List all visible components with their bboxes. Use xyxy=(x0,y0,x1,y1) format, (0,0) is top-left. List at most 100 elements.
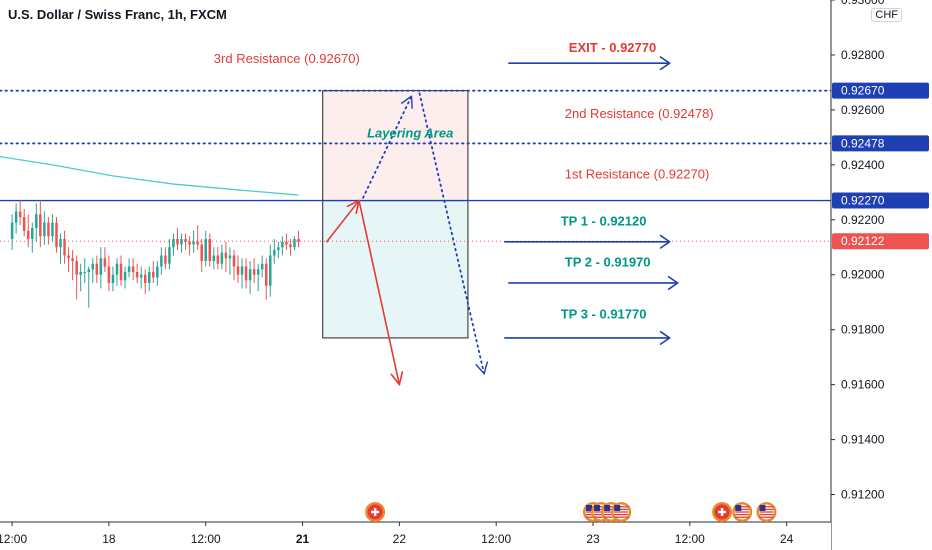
y-tick-label: 0.93000 xyxy=(841,0,885,7)
us-flag-canton xyxy=(735,505,742,511)
candle-body xyxy=(192,241,195,245)
candle-body xyxy=(176,239,179,245)
candle-body xyxy=(75,261,78,275)
red-path-up xyxy=(325,199,360,243)
candle-body xyxy=(123,271,127,281)
candle-body xyxy=(164,255,167,264)
candle-body xyxy=(83,271,86,273)
candle-body xyxy=(59,239,62,248)
us-flag-canton xyxy=(759,505,766,511)
us-flag-canton xyxy=(585,505,592,511)
candle-body xyxy=(43,222,46,237)
candle-body xyxy=(216,255,220,264)
candle-body xyxy=(143,274,147,283)
candle-body xyxy=(115,263,119,275)
candle-body xyxy=(188,241,191,245)
currency-badge[interactable]: CHF xyxy=(871,8,902,22)
candle-body xyxy=(95,263,99,275)
candle-body xyxy=(31,228,34,240)
candle-body xyxy=(111,274,115,283)
us-flag-canton xyxy=(604,505,611,511)
us-flag-canton xyxy=(594,505,601,511)
candle-body xyxy=(47,222,50,237)
red-path-down-head xyxy=(390,371,404,386)
candle-body xyxy=(63,239,66,256)
candle-body xyxy=(236,266,240,275)
candle-body xyxy=(260,263,264,270)
candle-body xyxy=(224,252,228,259)
candle-body xyxy=(67,255,70,259)
candle-body xyxy=(152,271,155,278)
dotted-path-up-head xyxy=(401,95,413,109)
exit-arrow-head xyxy=(659,56,671,71)
x-tick-label: 12:00 xyxy=(0,532,27,546)
candle-body xyxy=(79,271,82,275)
candle-body xyxy=(127,266,131,272)
candle-body xyxy=(135,271,139,278)
candle-body xyxy=(232,255,236,267)
candle-body xyxy=(204,239,207,261)
exit-label: EXIT - 0.92770 xyxy=(569,40,656,55)
tp1-arrow-head xyxy=(659,234,671,249)
dotted-path-down-head xyxy=(475,361,489,375)
candle-body xyxy=(172,239,175,248)
candle-body xyxy=(26,230,30,240)
y-tick-label: 0.92000 xyxy=(841,268,885,282)
candle-body xyxy=(18,211,22,218)
layering-area-label: Layering Area xyxy=(367,125,453,140)
candle-body xyxy=(180,239,183,245)
candle-body xyxy=(289,244,292,248)
third-resistance-label: 3rd Resistance (0.92670) xyxy=(214,51,360,66)
candle-body xyxy=(212,255,216,261)
symbol-title: U.S. Dollar / Swiss Franc, 1h, FXCM xyxy=(8,7,227,22)
candle-body xyxy=(273,250,276,256)
ch-cross-h xyxy=(718,510,727,514)
second-resistance-label: 2nd Resistance (0.92478) xyxy=(565,106,714,121)
candle-body xyxy=(293,239,296,248)
first-resistance-label: 1st Resistance (0.92270) xyxy=(565,167,710,182)
candle-body xyxy=(168,247,171,264)
current-price-tag: 0.92122 xyxy=(841,234,885,248)
y-tick-label: 0.92800 xyxy=(841,48,885,62)
candle-body xyxy=(252,269,256,275)
candle-body xyxy=(55,222,58,248)
candle-body xyxy=(107,266,111,283)
x-tick-label: 24 xyxy=(780,532,794,546)
time-axis-background xyxy=(0,522,831,550)
candle-body xyxy=(103,258,107,267)
current-price-tag-bg xyxy=(832,233,929,250)
candle-body xyxy=(148,271,151,283)
candle-body xyxy=(22,217,26,231)
candle-body xyxy=(10,222,14,240)
candle-body xyxy=(281,241,284,248)
candle-body xyxy=(256,269,260,275)
candle-body xyxy=(220,252,224,264)
candle-body xyxy=(39,214,42,237)
moving-average-line xyxy=(0,155,299,196)
y-tick-label: 0.91200 xyxy=(841,488,885,502)
x-tick-label: 12:00 xyxy=(675,532,705,546)
red-path-down xyxy=(358,199,401,386)
y-tick-label: 0.92600 xyxy=(841,103,885,117)
candle-body xyxy=(196,241,199,245)
candle-body xyxy=(269,255,272,286)
level-price-tag-3: 0.92270 xyxy=(841,194,885,208)
tp3-label: TP 3 - 0.91770 xyxy=(561,307,647,322)
candle-body xyxy=(14,211,18,223)
level-price-tag-3-bg xyxy=(832,192,929,209)
x-tick-label: 23 xyxy=(586,532,600,546)
candle-body xyxy=(277,247,280,251)
candle-body xyxy=(87,269,90,272)
us-flag-canton xyxy=(614,505,621,511)
y-tick-label: 0.91800 xyxy=(841,323,885,337)
candle-body xyxy=(285,241,288,245)
candle-body xyxy=(297,239,300,242)
candle-body xyxy=(71,258,74,261)
candle-body xyxy=(51,222,54,237)
candle-body xyxy=(184,239,187,242)
tp3-arrow-head xyxy=(659,330,671,345)
candle-body xyxy=(248,269,252,281)
dotted-path-down xyxy=(418,92,485,375)
candle-body xyxy=(139,274,143,278)
